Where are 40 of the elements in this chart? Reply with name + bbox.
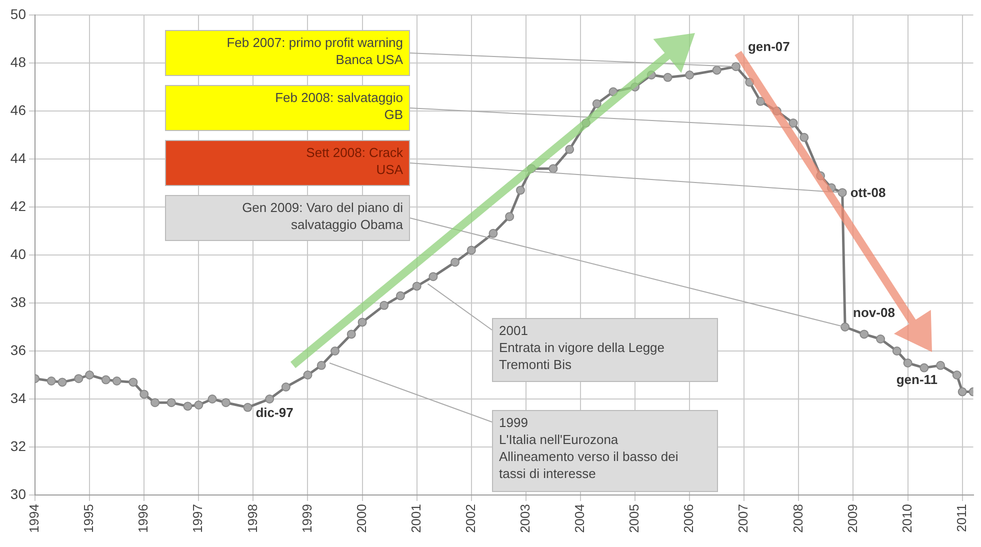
x-tick-label: 2011 xyxy=(954,504,969,532)
callout-box: Feb 2007: primo profit warning Banca USA xyxy=(165,30,410,76)
x-tick-label: 2004 xyxy=(572,504,588,533)
x-tick-label: 2006 xyxy=(681,504,696,533)
annotation: nov-08 xyxy=(853,305,895,320)
y-tick-label: 30 xyxy=(10,486,26,502)
x-tick-label: 1996 xyxy=(136,504,151,533)
x-tick-label: 2002 xyxy=(462,504,478,533)
x-tick-label: 1999 xyxy=(299,504,314,533)
x-tick-label: 2001 xyxy=(408,504,424,533)
callout-box: Feb 2008: salvataggio GB xyxy=(165,85,410,131)
x-tick-label: 1997 xyxy=(190,504,206,533)
x-tick-label: 2009 xyxy=(844,504,860,533)
annotation: ott-08 xyxy=(850,184,886,200)
annotation: gen-11 xyxy=(896,372,938,387)
x-tick-label: 2007 xyxy=(736,504,751,533)
callout-box: 2001 Entrata in vigore della Legge Tremonti Bis xyxy=(492,318,718,382)
annotation: gen-07 xyxy=(748,38,790,54)
x-tick-label: 2010 xyxy=(899,504,914,533)
y-tick-label: 50 xyxy=(10,6,26,22)
y-tick-label: 42 xyxy=(10,198,26,214)
callout-box: Gen 2009: Varo del piano di salvataggio Obama xyxy=(165,195,410,241)
callout-box: 1999 L'Italia nell'Eurozona Allineamento verso il basso dei tassi di interesse xyxy=(492,410,718,492)
x-tick-label: 2008 xyxy=(790,504,806,533)
y-tick-label: 34 xyxy=(10,390,26,406)
annotation: dic-97 xyxy=(256,405,294,420)
y-tick-label: 36 xyxy=(10,342,26,358)
x-tick-label: 1994 xyxy=(26,504,42,533)
y-tick-label: 44 xyxy=(10,150,26,166)
x-tick-label: 1998 xyxy=(244,504,260,533)
callout-box: Sett 2008: Crack USA xyxy=(165,140,410,186)
y-tick-label: 38 xyxy=(10,294,26,310)
y-tick-label: 46 xyxy=(10,102,26,118)
x-tick-label: 2005 xyxy=(626,504,642,533)
x-tick-label: 2000 xyxy=(354,504,369,533)
x-tick-label: 1995 xyxy=(81,504,96,533)
y-tick-label: 40 xyxy=(10,246,26,262)
x-tick-label: 2003 xyxy=(518,504,533,533)
y-tick-label: 32 xyxy=(10,438,26,454)
y-tick-label: 48 xyxy=(10,54,26,70)
